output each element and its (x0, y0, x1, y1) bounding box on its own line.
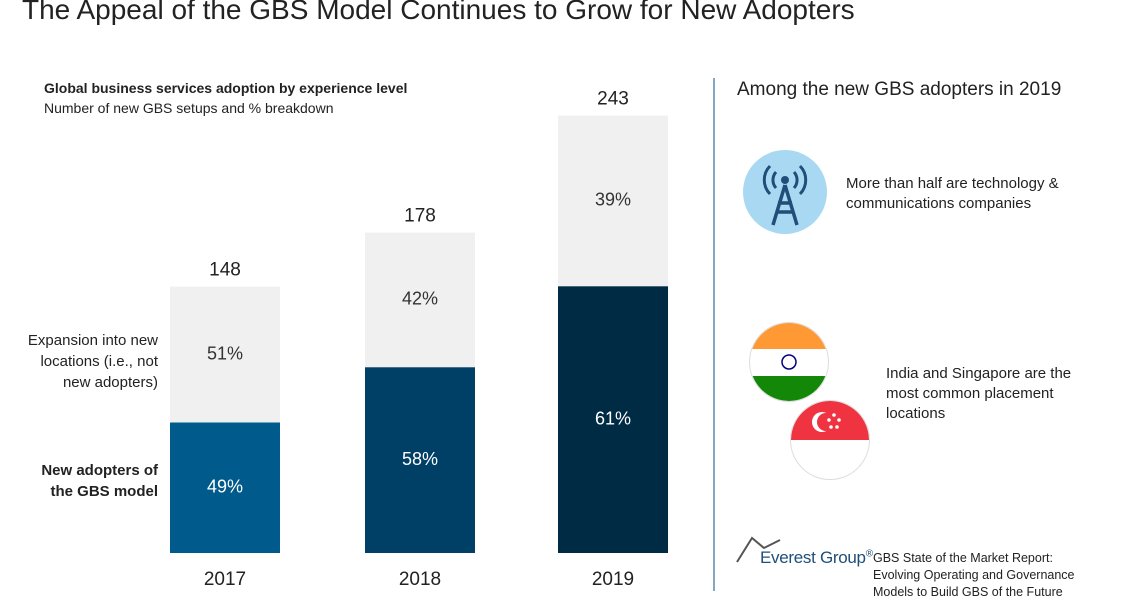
brand-mark: ® (865, 548, 873, 560)
chart-subtitle: Number of new GBS setups and % breakdown (44, 100, 334, 116)
total-label: 243 (597, 89, 629, 110)
value-label: 42% (402, 289, 438, 309)
chart-title: Global business services adoption by exp… (44, 80, 408, 96)
value-label: 58% (402, 449, 438, 469)
total-label: 148 (209, 260, 241, 281)
value-label: 61% (595, 408, 631, 428)
bar-segment (558, 115, 668, 287)
india-flag (749, 322, 829, 402)
brand-name: Everest Group (760, 548, 866, 567)
singapore-flag (790, 400, 870, 480)
panel-heading: Among the new GBS adopters in 2019 (737, 79, 1062, 100)
panel-item: India and Singapore are the most common … (886, 365, 1072, 422)
value-label: 51% (207, 343, 243, 363)
value-label: 39% (595, 190, 631, 210)
x-tick-label: 2017 (204, 569, 246, 590)
total-label: 178 (404, 206, 436, 227)
bar-segment (170, 286, 280, 423)
bar-segment (365, 367, 475, 553)
brand: Everest Group® (760, 548, 873, 568)
page-title: The Appeal of the GBS Model Continues to… (22, 0, 855, 25)
series-label: New adopters of the GBS model (41, 462, 158, 500)
value-label: 49% (207, 476, 243, 496)
bar-segment (365, 232, 475, 368)
panel-item: More than half are technology & communic… (846, 175, 1059, 212)
report-title: GBS State of the Market Report: Evolving… (873, 551, 1075, 599)
bar-segment (558, 286, 668, 553)
x-tick-label: 2018 (399, 569, 441, 590)
x-tick-label: 2019 (592, 569, 634, 590)
series-label: Expansion into new locations (i.e., not … (27, 332, 158, 391)
brand-logo (736, 536, 781, 563)
tower-icon (743, 150, 827, 234)
bar-segment (170, 422, 280, 553)
